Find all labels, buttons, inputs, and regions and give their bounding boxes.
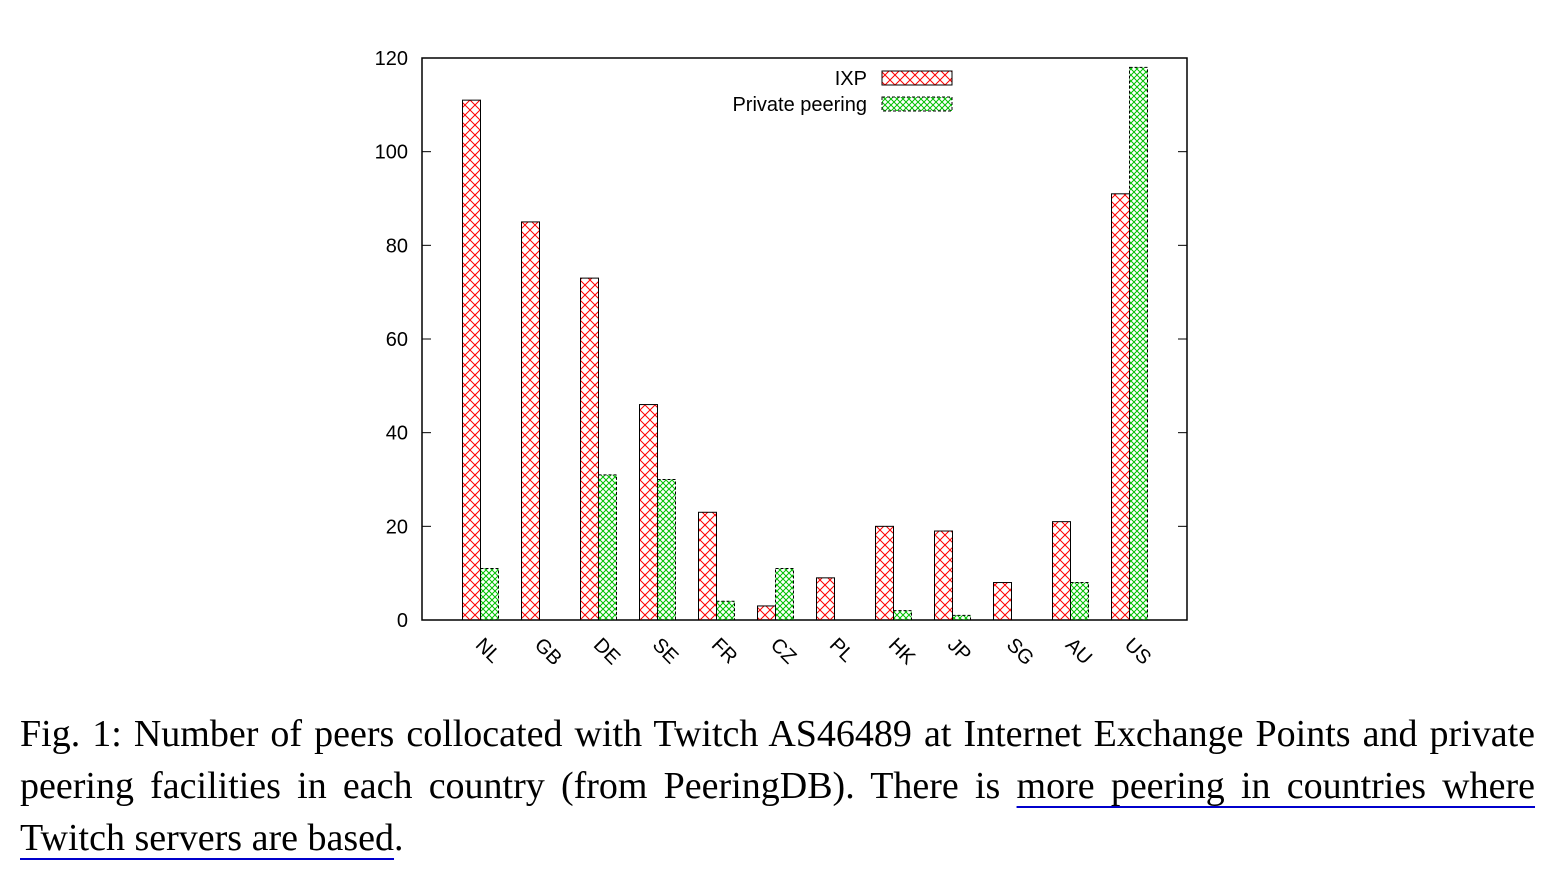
bar-private-peering xyxy=(716,600,735,621)
bar-ixp xyxy=(1052,521,1071,621)
bar-private-peering xyxy=(952,614,971,621)
bar-ixp xyxy=(580,277,599,621)
bar-ixp xyxy=(462,99,481,621)
x-tick-label: PL xyxy=(825,634,858,667)
bar-private-peering xyxy=(480,567,499,621)
bar-private-peering xyxy=(893,610,912,621)
caption-text: Number of peers collocated with Twitch A… xyxy=(20,713,1535,807)
bar-ixp xyxy=(698,511,717,621)
bar-ixp xyxy=(1111,193,1130,621)
y-tick-label: 120 xyxy=(375,48,408,70)
legend-swatch-private-peering xyxy=(881,96,953,112)
bar-ixp xyxy=(521,221,540,621)
y-tick-label: 40 xyxy=(386,423,408,445)
x-tick-label: HK xyxy=(884,634,920,670)
x-tick-label: AU xyxy=(1061,634,1096,669)
legend: IXP Private peering xyxy=(732,68,953,116)
y-tick-label: 0 xyxy=(397,610,408,632)
x-tick-label: US xyxy=(1120,634,1155,669)
bar-private-peering xyxy=(775,567,794,621)
caption-label: Fig. 1: xyxy=(20,713,122,755)
x-tick-label: NL xyxy=(471,634,505,668)
x-tick-label: SE xyxy=(648,634,682,668)
bar-private-peering xyxy=(1070,582,1089,621)
bar-ixp xyxy=(875,525,894,621)
bar-ixp xyxy=(934,530,953,621)
bar-ixp xyxy=(816,577,835,621)
legend-label-ixp: IXP xyxy=(835,68,867,90)
figure-caption: Fig. 1: Number of peers collocated with … xyxy=(20,708,1535,864)
bar-private-peering xyxy=(1129,66,1148,621)
y-tick-label: 60 xyxy=(386,329,408,351)
plot-area: 0 20 40 60 80 100 120 NL GB DE SE FR CZ PL HK JP SG AU US xyxy=(375,48,1188,670)
bar-ixp xyxy=(639,404,658,621)
caption-end: . xyxy=(394,817,404,859)
x-tick-label: CZ xyxy=(766,634,800,668)
y-tick-label: 80 xyxy=(386,235,408,257)
x-tick-label: SG xyxy=(1002,634,1038,670)
bar-private-peering xyxy=(598,474,617,621)
bar-private-peering xyxy=(657,479,676,621)
y-tick-label: 20 xyxy=(386,516,408,538)
x-tick-label: GB xyxy=(530,634,566,670)
legend-label-private-peering: Private peering xyxy=(732,94,867,116)
legend-swatch-ixp xyxy=(881,70,953,86)
bar-ixp xyxy=(757,605,776,621)
x-tick-label: DE xyxy=(589,634,624,669)
y-tick-label: 100 xyxy=(375,142,408,164)
caption-link[interactable]: more peering in countries where Twitch s… xyxy=(20,765,1536,859)
bar-ixp xyxy=(993,582,1012,621)
x-tick-label: JP xyxy=(943,634,975,666)
x-tick-label: FR xyxy=(707,634,741,668)
